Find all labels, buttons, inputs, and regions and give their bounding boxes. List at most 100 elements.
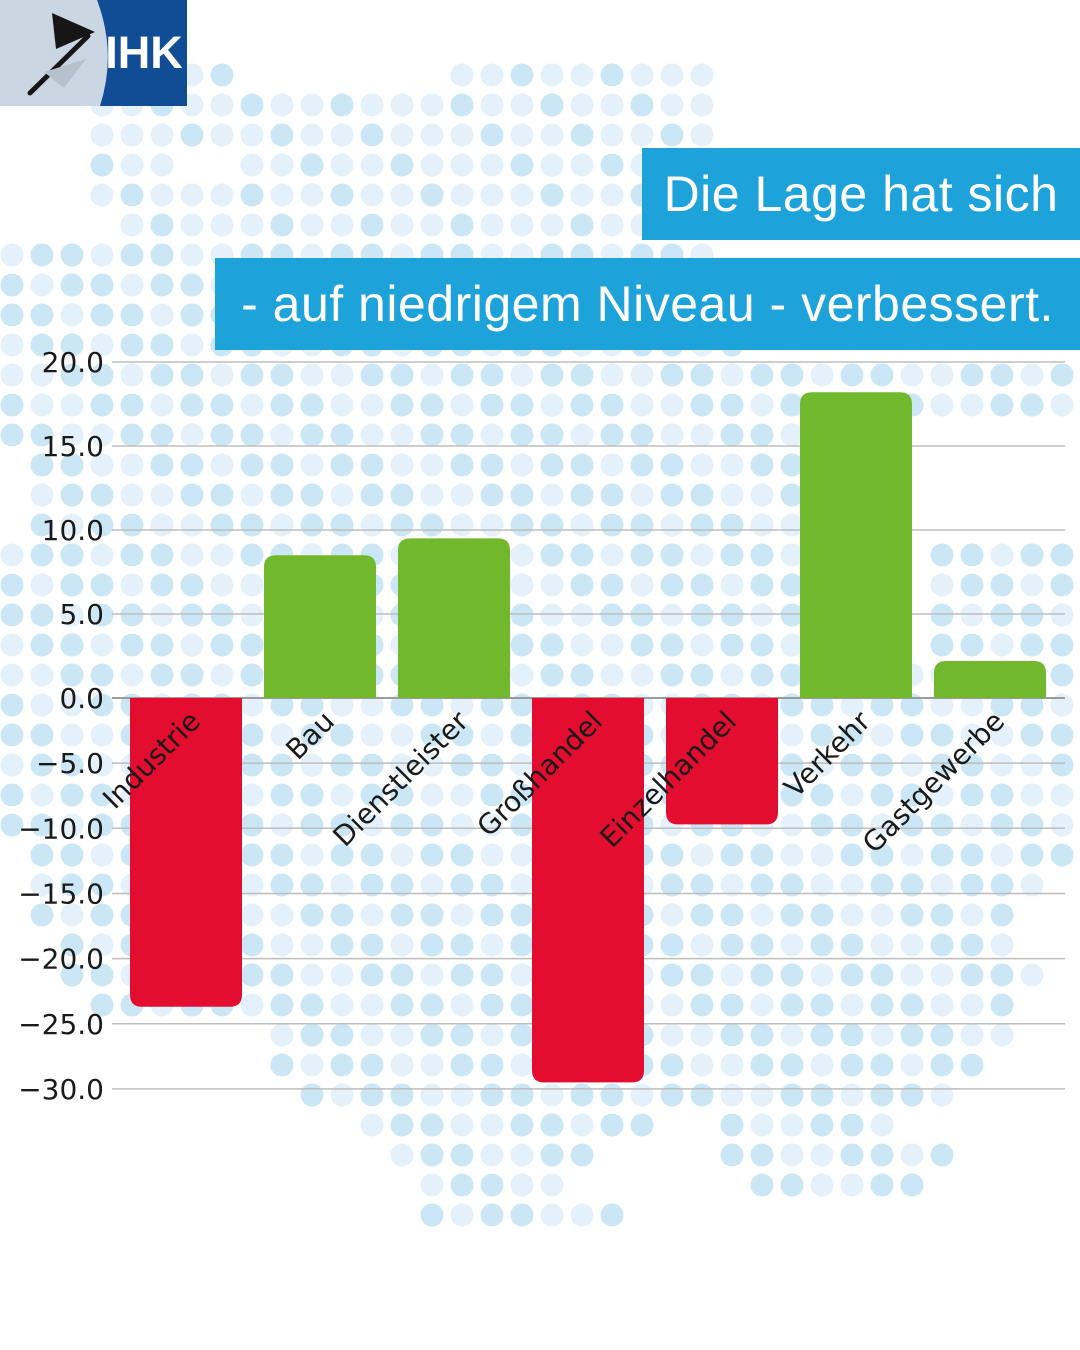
map-dot: [120, 543, 144, 567]
map-dot: [690, 663, 714, 687]
map-dot: [300, 783, 324, 807]
map-dot: [690, 63, 714, 87]
map-dot: [420, 423, 444, 447]
map-dot: [510, 663, 534, 687]
map-dot: [210, 663, 234, 687]
map-dot: [480, 1023, 504, 1047]
map-dot: [330, 963, 354, 987]
map-dot: [540, 123, 564, 147]
map-dot: [690, 843, 714, 867]
map-dot: [60, 903, 84, 927]
map-dot: [240, 783, 264, 807]
map-dot: [90, 633, 114, 657]
map-dot: [270, 1023, 294, 1047]
map-dot: [660, 423, 684, 447]
map-dot: [900, 693, 924, 717]
map-dot: [930, 963, 954, 987]
map-dot: [570, 453, 594, 477]
map-dot: [450, 393, 474, 417]
ytick-label--25: −25.0: [18, 1008, 104, 1041]
map-dot: [630, 663, 654, 687]
map-dot: [30, 393, 54, 417]
map-dot: [930, 693, 954, 717]
map-dot: [780, 633, 804, 657]
map-dot: [840, 753, 864, 777]
map-dot: [630, 483, 654, 507]
map-dot: [780, 843, 804, 867]
map-dot: [450, 123, 474, 147]
map-dot: [240, 813, 264, 837]
map-dot: [390, 1113, 414, 1137]
map-dot: [240, 993, 264, 1017]
map-dot: [30, 813, 54, 837]
map-dot: [900, 1053, 924, 1077]
map-dot: [390, 843, 414, 867]
map-dot: [720, 393, 744, 417]
map-dot: [660, 993, 684, 1017]
map-dot: [960, 963, 984, 987]
map-dot: [240, 603, 264, 627]
map-dot: [750, 393, 774, 417]
map-dot: [450, 213, 474, 237]
map-dot: [510, 123, 534, 147]
map-dot: [780, 1143, 804, 1167]
map-dot: [930, 573, 954, 597]
map-dot: [450, 813, 474, 837]
map-dot: [90, 513, 114, 537]
map-dot: [780, 723, 804, 747]
map-dot: [240, 843, 264, 867]
map-dot: [780, 1053, 804, 1077]
map-dot: [150, 333, 174, 357]
map-dot: [450, 1173, 474, 1197]
map-dot: [330, 483, 354, 507]
map-dot: [600, 483, 624, 507]
map-dot: [540, 363, 564, 387]
map-dot: [510, 1113, 534, 1137]
map-dot: [420, 753, 444, 777]
map-dot: [480, 153, 504, 177]
map-dot: [480, 93, 504, 117]
map-dot: [1020, 783, 1044, 807]
map-dot: [30, 573, 54, 597]
map-dot: [450, 843, 474, 867]
map-dot: [120, 243, 144, 267]
map-dot: [420, 1023, 444, 1047]
map-dot: [300, 393, 324, 417]
map-dot: [30, 723, 54, 747]
map-dot: [90, 663, 114, 687]
map-dot: [780, 363, 804, 387]
map-dot: [900, 903, 924, 927]
ytick-label-5: 5.0: [59, 598, 104, 631]
flag-icon: [52, 13, 95, 49]
map-dot: [750, 1143, 774, 1167]
map-dot: [870, 1143, 894, 1167]
map-dot: [570, 153, 594, 177]
map-dot: [510, 423, 534, 447]
map-dot: [90, 873, 114, 897]
map-dot: [300, 483, 324, 507]
bar-verkehr: [800, 392, 912, 698]
map-dot: [30, 783, 54, 807]
map-dot: [1050, 633, 1074, 657]
map-dot: [780, 933, 804, 957]
map-dot: [720, 453, 744, 477]
map-dot: [840, 1143, 864, 1167]
map-dot: [690, 123, 714, 147]
map-dot: [570, 213, 594, 237]
map-dot: [570, 363, 594, 387]
map-dot: [150, 153, 174, 177]
map-dot: [360, 453, 384, 477]
map-dot: [660, 843, 684, 867]
map-dot: [1020, 723, 1044, 747]
map-dot: [960, 723, 984, 747]
map-dot: [300, 933, 324, 957]
map-dot: [780, 453, 804, 477]
map-dot: [210, 483, 234, 507]
map-dot: [780, 783, 804, 807]
map-dot: [630, 453, 654, 477]
map-dot: [480, 423, 504, 447]
map-dot: [450, 873, 474, 897]
map-dot: [0, 273, 24, 297]
map-dot: [150, 183, 174, 207]
map-dot: [930, 933, 954, 957]
